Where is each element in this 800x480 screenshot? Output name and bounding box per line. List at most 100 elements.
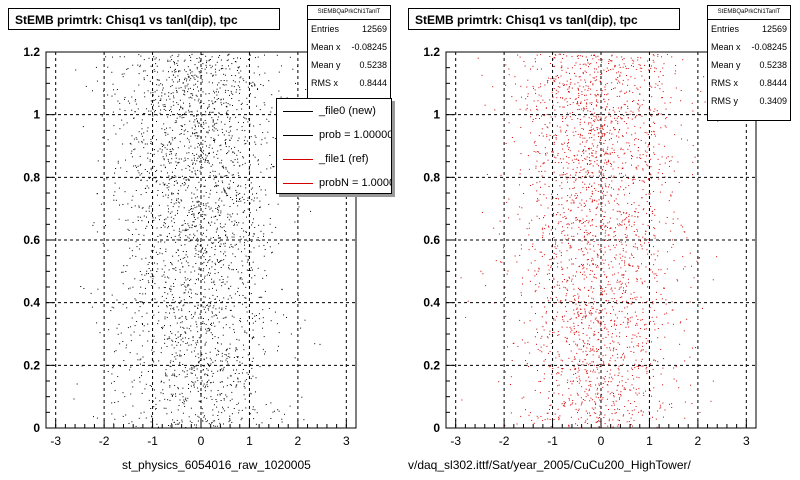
scatter-point [144,388,146,390]
scatter-point [190,56,192,58]
scatter-point [228,267,229,269]
scatter-point [152,175,153,177]
scatter-point [246,104,248,105]
scatter-point [157,71,158,73]
scatter-point [590,163,592,165]
scatter-point [164,325,165,327]
scatter-point [177,192,179,194]
scatter-point [158,426,159,428]
scatter-point [204,185,206,187]
scatter-point [164,318,166,320]
scatter-point [649,84,651,86]
scatter-point [144,113,146,114]
scatter-point [581,199,583,201]
scatter-point [195,293,197,295]
scatter-point [131,317,133,319]
scatter-point [664,409,666,411]
scatter-point [239,77,241,79]
scatter-point [671,309,673,311]
scatter-point [562,57,563,59]
scatter-point [590,132,591,134]
scatter-point [567,104,569,106]
scatter-point [199,269,201,271]
scatter-point [612,168,614,170]
scatter-point [225,106,227,107]
scatter-point [183,401,185,403]
scatter-point [650,254,652,256]
scatter-point [591,172,593,174]
scatter-point [205,236,207,238]
scatter-point [187,215,188,216]
scatter-point [200,241,202,242]
scatter-point [607,153,609,155]
scatter-point [505,371,506,373]
scatter-point [599,420,601,422]
scatter-point [259,240,261,242]
scatter-point [231,135,233,137]
scatter-point [141,122,143,124]
scatter-point [225,146,227,147]
scatter-point [230,244,232,246]
scatter-point [155,171,157,172]
scatter-point [592,263,594,265]
scatter-point [617,384,619,386]
scatter-point [211,111,213,113]
scatter-point [226,111,228,113]
scatter-point [653,191,655,192]
scatter-point [147,323,149,325]
scatter-point [571,278,573,280]
scatter-point [114,182,116,184]
scatter-point [657,410,659,412]
scatter-point [171,262,173,264]
scatter-point [577,412,578,414]
scatter-point [229,126,231,128]
scatter-point [555,253,557,255]
scatter-point [593,182,595,184]
scatter-point [650,363,651,365]
scatter-point [179,269,181,271]
scatter-point [241,129,243,131]
scatter-point [581,364,583,366]
scatter-point [116,89,118,90]
scatter-point [173,104,175,106]
scatter-point [566,84,568,86]
scatter-point [239,241,241,243]
scatter-point [235,194,237,196]
scatter-point [208,162,210,164]
scatter-point [143,113,145,115]
scatter-point [566,267,568,269]
scatter-point [252,406,254,408]
scatter-point [577,57,579,59]
scatter-point [558,419,560,421]
scatter-point [557,194,558,196]
scatter-point [566,112,568,114]
scatter-point [140,179,142,181]
scatter-point [171,354,173,355]
scatter-point [647,340,649,342]
scatter-point [541,132,543,134]
scatter-point [461,399,463,401]
scatter-point [175,267,177,269]
scatter-point [566,326,568,328]
scatter-point [526,104,528,106]
scatter-point [569,245,571,247]
scatter-point [187,178,189,180]
scatter-point [179,233,181,235]
scatter-point [569,210,571,212]
scatter-point [575,403,577,405]
scatter-point [566,281,568,283]
scatter-point [220,243,222,245]
scatter-point [621,260,623,262]
scatter-point [180,301,182,303]
scatter-point [592,172,594,174]
scatter-point [175,423,177,425]
scatter-point [225,102,227,104]
scatter-point [639,154,641,156]
scatter-point [539,153,541,154]
scatter-point [184,354,185,355]
scatter-point [613,395,615,397]
scatter-point [210,189,212,191]
scatter-point [193,215,195,217]
scatter-point [121,271,123,273]
scatter-point [214,284,216,286]
